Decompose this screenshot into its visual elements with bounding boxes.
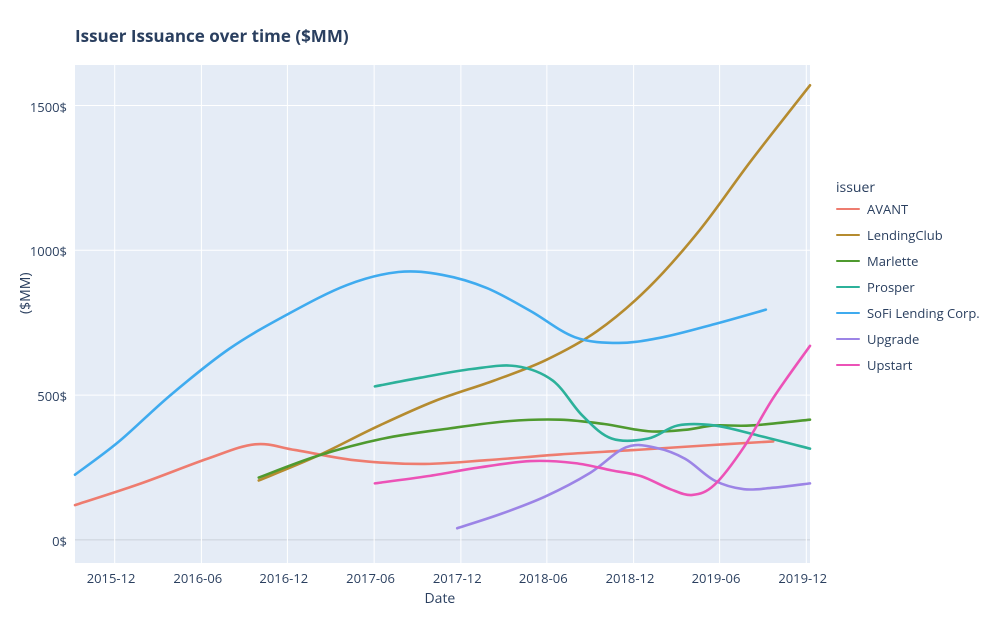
x-tick-label: 2018-06 <box>519 569 568 587</box>
x-tick-label: 2016-06 <box>173 569 222 587</box>
y-tick-label: 500$ <box>37 387 67 405</box>
y-tick-label: 1500$ <box>30 98 67 116</box>
legend-item[interactable]: Marlette <box>836 248 980 274</box>
legend-item[interactable]: Prosper <box>836 274 980 300</box>
x-tick-label: 2017-06 <box>346 569 395 587</box>
legend-item[interactable]: AVANT <box>836 196 980 222</box>
legend-label: SoFi Lending Corp. <box>867 304 980 322</box>
x-tick-label: 2015-12 <box>87 569 136 587</box>
legend-swatch <box>836 312 860 315</box>
legend-item[interactable]: SoFi Lending Corp. <box>836 300 980 326</box>
x-tick-label: 2016-12 <box>259 569 308 587</box>
y-axis-label: ($MM) <box>16 273 35 314</box>
chart-container: Issuer Issuance over time ($MM) Date ($M… <box>0 0 1000 625</box>
x-tick-label: 2019-12 <box>778 569 827 587</box>
legend-label: Marlette <box>867 252 918 270</box>
legend-swatch <box>836 260 860 263</box>
legend-label: Upgrade <box>867 330 919 348</box>
x-tick-label: 2019-06 <box>692 569 741 587</box>
y-tick-label: 0$ <box>52 532 67 550</box>
legend-label: Upstart <box>867 356 912 374</box>
legend-title: issuer <box>836 178 875 197</box>
legend-swatch <box>836 338 860 341</box>
legend-item[interactable]: LendingClub <box>836 222 980 248</box>
chart-title: Issuer Issuance over time ($MM) <box>75 24 349 47</box>
legend-item[interactable]: Upgrade <box>836 326 980 352</box>
legend-label: AVANT <box>867 200 908 218</box>
legend-label: LendingClub <box>867 226 943 244</box>
legend-swatch <box>836 364 860 367</box>
legend: AVANT LendingClub Marlette Prosper SoFi Lend… <box>836 196 980 378</box>
legend-label: Prosper <box>867 278 915 296</box>
legend-swatch <box>836 286 860 289</box>
legend-swatch <box>836 208 860 211</box>
legend-item[interactable]: Upstart <box>836 352 980 378</box>
x-tick-label: 2017-12 <box>433 569 482 587</box>
legend-swatch <box>836 234 860 237</box>
y-tick-label: 1000$ <box>30 242 67 260</box>
x-axis-label: Date <box>425 589 456 608</box>
x-tick-label: 2018-12 <box>606 569 655 587</box>
